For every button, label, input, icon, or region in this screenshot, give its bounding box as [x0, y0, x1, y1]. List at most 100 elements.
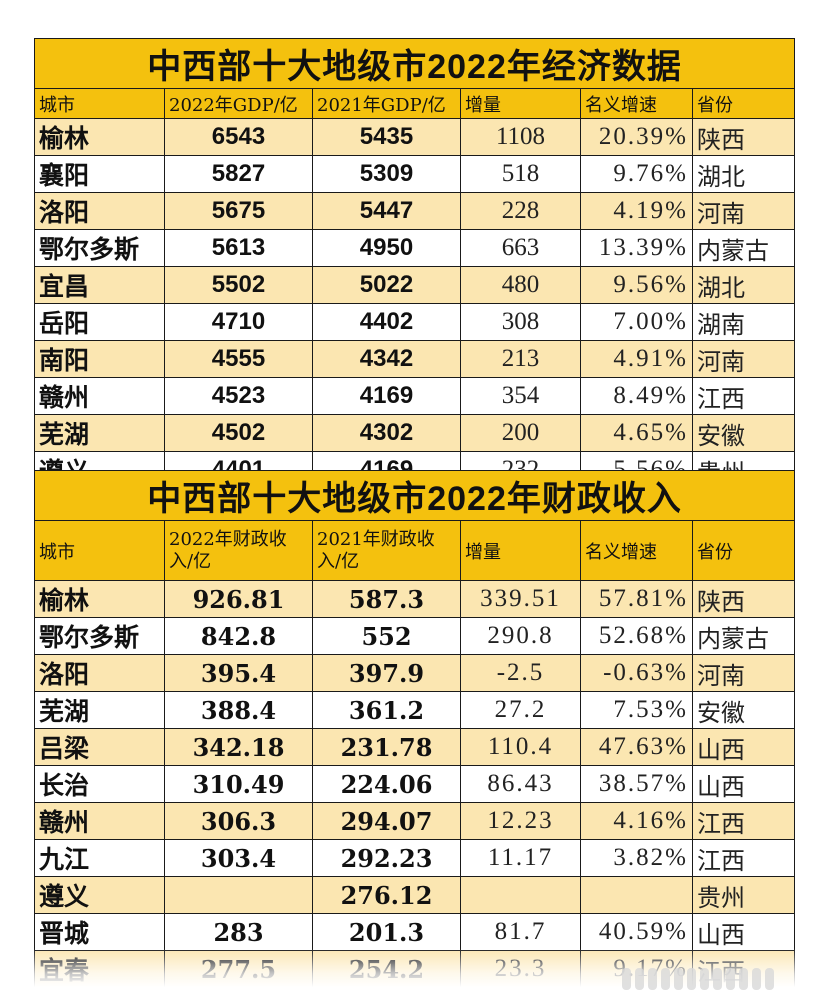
province-cell: 安徽	[691, 691, 796, 729]
header-growth: 名义增速	[580, 88, 693, 119]
growth-cell: 13.39%	[580, 229, 693, 267]
increase-cell: 354	[460, 377, 581, 415]
fiscal-table-row: 榆林 926.81 587.3 339.51 57.81% 陕西	[34, 580, 796, 618]
growth-cell: 7.00%	[580, 303, 693, 341]
growth-cell: 8.49%	[580, 377, 693, 415]
value-2022-cell: 303.4	[164, 839, 313, 877]
indicator-bar	[648, 968, 657, 990]
fiscal-table-row: 九江 303.4 292.23 11.17 3.82% 江西	[34, 839, 796, 877]
gdp-header-row: 城市 2022年GDP/亿 2021年GDP/亿 增量 名义增速 省份	[34, 88, 796, 119]
value-2022-cell: 5502	[164, 266, 313, 304]
value-2021-cell: 201.3	[312, 913, 461, 951]
province-cell: 陕西	[691, 580, 796, 618]
fiscal-table-row: 赣州 306.3 294.07 12.23 4.16% 江西	[34, 802, 796, 840]
growth-cell: 20.39%	[580, 118, 693, 156]
increase-cell: 213	[460, 340, 581, 378]
city-cell: 洛阳	[34, 654, 165, 692]
fiscal-table-title: 中西部十大地级市2022年财政收入	[33, 470, 796, 521]
value-2022-cell: 4710	[164, 303, 313, 341]
gdp-table-row: 宜昌 5502 5022 480 9.56% 湖北	[34, 266, 796, 304]
city-cell: 吕梁	[34, 728, 165, 766]
gdp-table-row: 洛阳 5675 5447 228 4.19% 河南	[34, 192, 796, 230]
indicator-bar	[752, 968, 761, 990]
value-2022-cell: 4502	[164, 414, 313, 452]
increase-cell: 27.2	[460, 691, 581, 729]
increase-cell	[460, 876, 581, 914]
header-revenue-2021: 2021年财政收入/亿	[312, 520, 461, 581]
value-2021-cell: 4402	[312, 303, 461, 341]
value-2022-cell: 388.4	[164, 691, 313, 729]
growth-cell: 52.68%	[580, 617, 693, 655]
province-cell: 陕西	[691, 118, 796, 156]
value-2021-cell: 361.2	[312, 691, 461, 729]
increase-cell: 308	[460, 303, 581, 341]
value-2021-cell: 587.3	[312, 580, 461, 618]
increase-cell: -2.5	[460, 654, 581, 692]
indicator-bar	[661, 968, 670, 990]
increase-cell: 1108	[460, 118, 581, 156]
increase-cell: 480	[460, 266, 581, 304]
city-cell: 榆林	[34, 580, 165, 618]
city-cell: 鄂尔多斯	[34, 229, 165, 267]
growth-cell: 4.91%	[580, 340, 693, 378]
value-2022-cell: 4555	[164, 340, 313, 378]
value-2021-cell: 5447	[312, 192, 461, 230]
province-cell: 贵州	[691, 876, 796, 914]
value-2022-cell	[164, 876, 313, 914]
growth-cell: 47.63%	[580, 728, 693, 766]
fiscal-table-row: 吕梁 342.18 231.78 110.4 47.63% 山西	[34, 728, 796, 766]
gdp-table-row: 鄂尔多斯 5613 4950 663 13.39% 内蒙古	[34, 229, 796, 267]
city-cell: 襄阳	[34, 155, 165, 193]
value-2022-cell: 842.8	[164, 617, 313, 655]
city-cell: 榆林	[34, 118, 165, 156]
gdp-table-title: 中西部十大地级市2022年经济数据	[33, 38, 796, 89]
value-2021-cell: 231.78	[312, 728, 461, 766]
value-2022-cell: 310.49	[164, 765, 313, 803]
increase-cell: 86.43	[460, 765, 581, 803]
header-increase: 增量	[460, 520, 581, 581]
city-cell: 芜湖	[34, 414, 165, 452]
value-2021-cell: 4950	[312, 229, 461, 267]
gdp-table-row: 赣州 4523 4169 354 8.49% 江西	[34, 377, 796, 415]
value-2022-cell: 6543	[164, 118, 313, 156]
value-2022-cell: 395.4	[164, 654, 313, 692]
value-2021-cell: 4302	[312, 414, 461, 452]
growth-cell	[580, 876, 693, 914]
province-cell: 湖北	[691, 266, 796, 304]
province-cell: 江西	[691, 377, 796, 415]
city-cell: 宜昌	[34, 266, 165, 304]
increase-cell: 518	[460, 155, 581, 193]
growth-cell: 9.76%	[580, 155, 693, 193]
header-revenue-2022: 2022年财政收入/亿	[164, 520, 313, 581]
province-cell: 河南	[691, 340, 796, 378]
fiscal-table-row: 芜湖 388.4 361.2 27.2 7.53% 安徽	[34, 691, 796, 729]
gdp-table-row: 襄阳 5827 5309 518 9.76% 湖北	[34, 155, 796, 193]
increase-cell: 110.4	[460, 728, 581, 766]
value-2021-cell: 294.07	[312, 802, 461, 840]
value-2022-cell: 342.18	[164, 728, 313, 766]
value-2022-cell: 5675	[164, 192, 313, 230]
value-2022-cell: 5613	[164, 229, 313, 267]
fiscal-title-row: 中西部十大地级市2022年财政收入	[33, 470, 796, 521]
province-cell: 内蒙古	[691, 229, 796, 267]
header-province: 省份	[691, 520, 796, 581]
value-2021-cell: 276.12	[312, 876, 461, 914]
city-cell: 九江	[34, 839, 165, 877]
indicator-bar	[765, 968, 774, 990]
growth-cell: 3.82%	[580, 839, 693, 877]
growth-cell: 9.56%	[580, 266, 693, 304]
city-cell: 晋城	[34, 913, 165, 951]
province-cell: 安徽	[691, 414, 796, 452]
value-2022-cell: 283	[164, 913, 313, 951]
province-cell: 山西	[691, 728, 796, 766]
fiscal-table-row: 长治 310.49 224.06 86.43 38.57% 山西	[34, 765, 796, 803]
image-page-indicator	[622, 968, 778, 994]
increase-cell: 290.8	[460, 617, 581, 655]
province-cell: 河南	[691, 192, 796, 230]
growth-cell: 38.57%	[580, 765, 693, 803]
province-cell: 江西	[691, 802, 796, 840]
gdp-table: 中西部十大地级市2022年经济数据 城市 2022年GDP/亿 2021年GDP…	[33, 38, 796, 489]
growth-cell: 57.81%	[580, 580, 693, 618]
fiscal-table-row: 遵义 276.12 贵州	[34, 876, 796, 914]
increase-cell: 663	[460, 229, 581, 267]
